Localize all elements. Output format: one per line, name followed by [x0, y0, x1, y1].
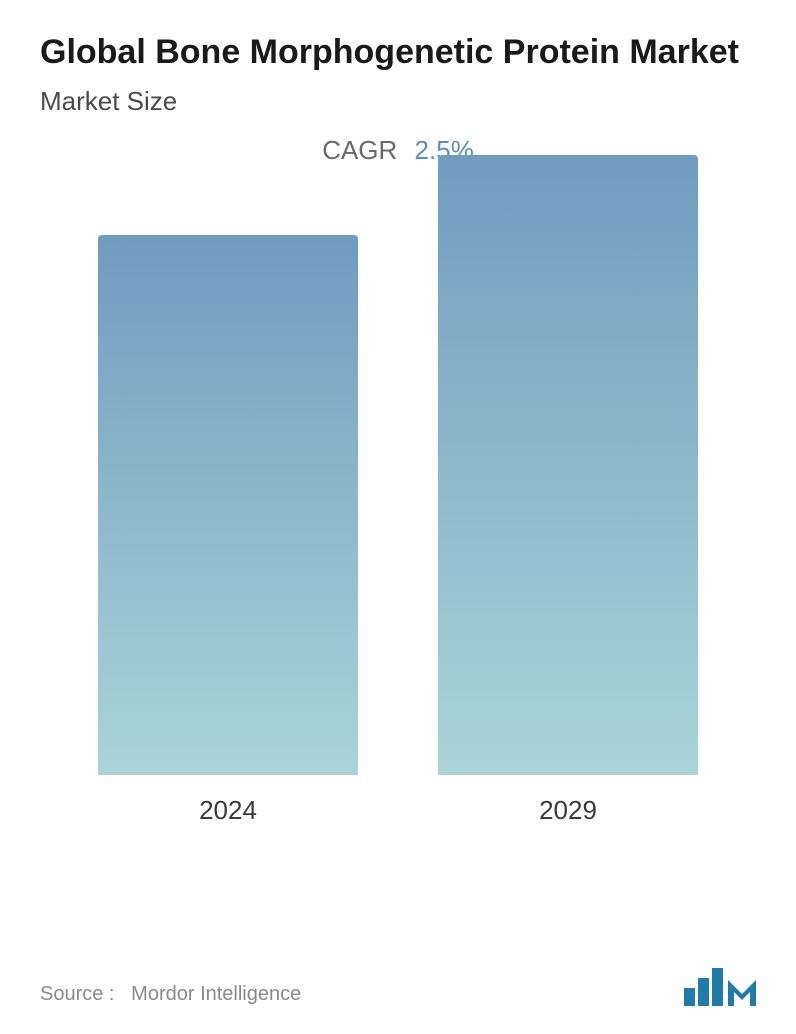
bar-group-1: 2029	[438, 155, 698, 826]
bar-0	[98, 235, 358, 775]
source-name: Mordor Intelligence	[131, 983, 301, 1005]
bar-label-0: 2024	[199, 795, 257, 826]
footer: Source : Mordor Intelligence	[40, 968, 756, 1006]
bar-label-1: 2029	[539, 795, 597, 826]
bar-1	[438, 155, 698, 775]
chart-title: Global Bone Morphogenetic Protein Market	[40, 30, 756, 74]
source-prefix: Source :	[40, 983, 114, 1005]
cagr-label: CAGR	[322, 135, 397, 165]
chart-area: 2024 2029	[40, 186, 756, 826]
source-text: Source : Mordor Intelligence	[40, 983, 301, 1006]
mordor-logo-icon	[684, 968, 756, 1006]
chart-subtitle: Market Size	[40, 86, 756, 117]
bar-group-0: 2024	[98, 235, 358, 826]
